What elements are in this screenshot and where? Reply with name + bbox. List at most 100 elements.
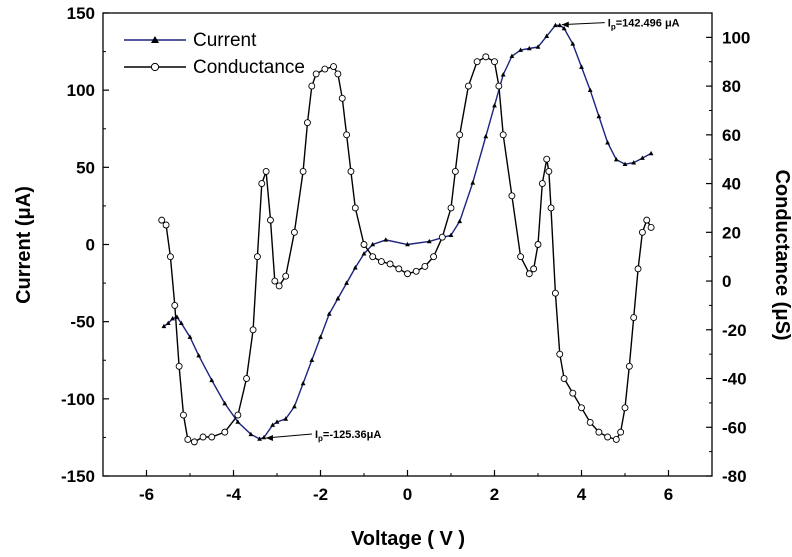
data-point-current <box>518 47 523 52</box>
data-point-current <box>509 53 515 59</box>
data-point-conductance <box>447 204 455 212</box>
data-point-current <box>261 434 267 440</box>
data-point-current <box>448 232 454 238</box>
data-point-current <box>622 161 628 167</box>
data-point-conductance <box>482 53 490 61</box>
data-point-current <box>605 140 610 145</box>
data-point-conductance <box>199 433 207 441</box>
y2-tick-label: -20 <box>722 321 747 340</box>
data-point-conductance <box>508 192 516 200</box>
data-point-conductance <box>538 180 546 188</box>
data-point-conductance <box>473 58 481 66</box>
y-tick-label: -100 <box>61 390 95 409</box>
data-point-conductance <box>334 70 342 78</box>
data-point-conductance <box>243 375 251 382</box>
data-point-conductance <box>258 180 266 188</box>
y-tick-label: -150 <box>61 467 95 486</box>
data-point-conductance <box>221 428 229 436</box>
series-layer <box>158 22 655 446</box>
data-point-current <box>640 155 645 160</box>
data-point-conductance <box>545 167 553 175</box>
annotation-arrowhead <box>265 434 273 441</box>
data-point-conductance <box>634 265 642 273</box>
data-point-current <box>361 251 367 256</box>
data-point-conductance <box>578 404 585 412</box>
data-point-current <box>613 157 619 162</box>
data-point-conductance <box>617 428 625 436</box>
data-point-current <box>405 241 410 247</box>
data-point-conductance <box>369 253 377 261</box>
data-point-current <box>631 160 637 165</box>
y2-axis-ticks: 100 80 60 40 20 0 -20 -40 -60 -80 <box>706 28 750 486</box>
data-point-conductance <box>621 404 629 412</box>
y2-tick-label: 80 <box>722 77 741 96</box>
data-point-conductance <box>275 282 283 290</box>
x-tick-label: -2 <box>313 485 328 504</box>
data-point-current <box>553 22 558 28</box>
data-point-current <box>426 238 432 244</box>
data-point-current <box>344 280 349 285</box>
data-point-conductance <box>404 270 411 278</box>
y-tick-label: 50 <box>76 158 95 177</box>
data-point-conductance <box>647 223 655 231</box>
data-point-conductance <box>312 70 320 78</box>
data-point-current <box>500 72 506 77</box>
legend: Current Conductance <box>124 30 305 78</box>
annotation-leader <box>265 433 312 439</box>
data-point-conductance <box>262 167 270 175</box>
data-point-conductance <box>234 411 242 419</box>
series-line-current <box>163 24 652 440</box>
data-point-conductance <box>412 267 420 275</box>
data-point-conductance <box>184 435 192 443</box>
data-point-conductance <box>343 131 351 139</box>
x-tick-label: 4 <box>577 485 587 504</box>
data-point-conductance <box>421 262 429 270</box>
data-point-conductance <box>456 131 464 139</box>
y2-tick-label: -60 <box>722 418 747 437</box>
data-point-conductance <box>560 375 568 382</box>
data-point-current <box>161 323 167 329</box>
data-point-conductance <box>543 155 551 163</box>
data-point-conductance <box>299 167 307 175</box>
legend-marker-conductance <box>150 62 160 72</box>
data-point-conductance <box>321 65 329 73</box>
y2-axis-title: Conductance (μS) <box>771 169 792 340</box>
data-point-conductance <box>556 350 564 358</box>
data-point-current <box>492 103 497 108</box>
y2-tick-label: 100 <box>722 28 750 47</box>
annotation-label: Ip=142.496 μA <box>608 18 680 32</box>
data-point-current <box>561 25 567 31</box>
data-point-current <box>235 419 241 424</box>
data-point-conductance <box>377 258 385 266</box>
annotation-layer: Ip=142.496 μA Ip=-125.36μA <box>265 18 680 443</box>
data-point-conductance <box>253 253 261 261</box>
data-point-conductance <box>604 433 612 441</box>
data-point-conductance <box>330 63 337 71</box>
legend-label-conductance: Conductance <box>193 57 305 78</box>
annotation-arrowhead <box>561 21 569 28</box>
data-point-current <box>535 44 541 49</box>
data-point-conductance <box>464 82 472 90</box>
data-point-conductance <box>158 216 166 224</box>
data-point-current <box>526 45 532 51</box>
data-point-conductance <box>180 411 187 419</box>
data-point-conductance <box>430 253 438 261</box>
data-point-conductance <box>267 216 274 224</box>
data-point-conductance <box>638 228 646 236</box>
data-point-current <box>178 320 184 326</box>
data-point-current <box>648 150 654 156</box>
data-point-current <box>352 265 358 270</box>
x-tick-label: 0 <box>403 485 412 504</box>
y-tick-label: 0 <box>86 236 95 255</box>
data-point-conductance <box>612 435 620 443</box>
data-point-conductance <box>551 289 559 297</box>
y-axis-title: Current (μA) <box>13 186 35 304</box>
data-point-current <box>309 357 315 363</box>
data-point-current <box>383 237 389 242</box>
data-point-current <box>544 33 550 38</box>
data-point-conductance <box>162 221 170 229</box>
data-point-conductance <box>395 265 403 273</box>
data-point-current <box>570 41 576 46</box>
x-tick-label: 6 <box>664 485 673 504</box>
